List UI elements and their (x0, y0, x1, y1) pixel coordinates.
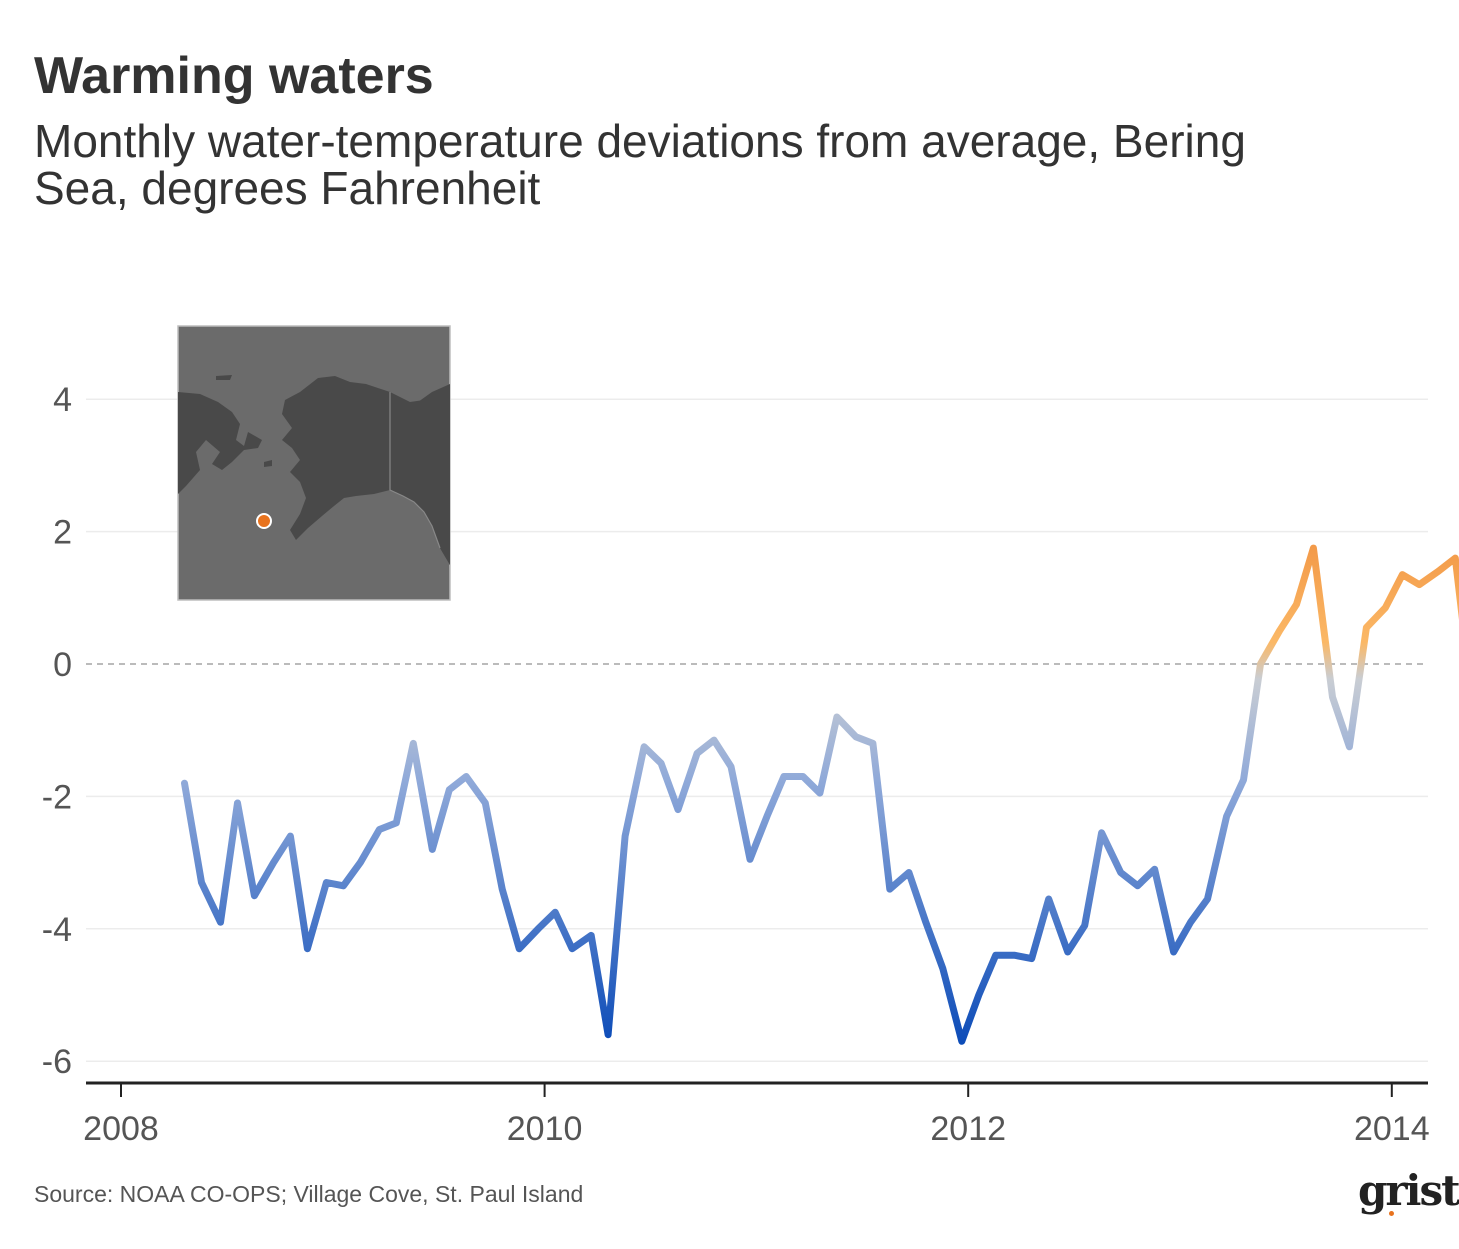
data-point (287, 833, 293, 839)
st-paul-island-marker (256, 513, 272, 529)
data-point (1082, 923, 1088, 929)
data-point (1435, 568, 1441, 574)
data-point (675, 807, 681, 813)
island-st-lawrence (216, 375, 232, 380)
data-point (1152, 866, 1158, 872)
y-tick-label: 4 (53, 381, 72, 419)
data-point (199, 880, 205, 886)
data-point (1224, 813, 1230, 819)
data-point (817, 790, 823, 796)
data-point (1277, 628, 1283, 634)
data-point (1330, 694, 1336, 700)
data-point (747, 856, 753, 862)
data-point (694, 750, 700, 756)
data-point (976, 992, 982, 998)
data-point (340, 883, 346, 889)
chart-title: Warming waters (34, 47, 434, 105)
data-point (993, 952, 999, 958)
data-point (376, 827, 382, 833)
data-point (446, 787, 452, 793)
x-tick-label: 2014 (1354, 1110, 1430, 1148)
data-point (1171, 949, 1177, 955)
data-point (463, 774, 469, 780)
x-tick-label: 2012 (930, 1110, 1006, 1148)
inset-map (177, 325, 451, 601)
data-point (1416, 582, 1422, 588)
data-point (887, 886, 893, 892)
data-point (800, 774, 806, 780)
data-point (516, 946, 522, 952)
temperature-deviation-line (181, 544, 1459, 1045)
data-point (323, 880, 329, 886)
logo-dot-icon (1389, 1211, 1394, 1216)
data-point (1399, 572, 1405, 578)
data-point (482, 800, 488, 806)
data-point (429, 846, 435, 852)
chart-subtitle: Monthly water-temperature deviations fro… (34, 115, 1246, 214)
data-point (641, 744, 647, 750)
data-point (271, 860, 277, 866)
source-note: Source: NOAA CO-OPS; Village Cove, St. P… (34, 1181, 584, 1207)
canada-landmass (390, 384, 450, 565)
data-point (1099, 830, 1105, 836)
data-point (588, 932, 594, 938)
grist-logo: grist (1358, 1166, 1459, 1215)
data-point (853, 734, 859, 740)
data-point (182, 780, 188, 786)
data-point (1135, 883, 1141, 889)
y-tick-label: 2 (53, 514, 72, 552)
data-point (622, 833, 628, 839)
data-point (552, 909, 558, 915)
data-point (499, 886, 505, 892)
data-point (393, 820, 399, 826)
data-point (658, 760, 664, 766)
data-point (834, 714, 840, 720)
data-point (906, 870, 912, 876)
data-point (304, 946, 310, 952)
y-tick-label: -4 (42, 911, 72, 949)
data-point (1241, 777, 1247, 783)
data-point (357, 860, 363, 866)
island-nunivak (264, 460, 272, 467)
data-point (923, 919, 929, 925)
data-point (1205, 896, 1211, 902)
data-point (711, 737, 717, 743)
data-point (940, 966, 946, 972)
data-point (251, 893, 257, 899)
x-tick-label: 2010 (507, 1110, 583, 1148)
x-axis: 2008201020122014201620182020 (83, 1081, 1430, 1148)
data-point (605, 1032, 611, 1038)
data-point (870, 740, 876, 746)
data-point (1294, 601, 1300, 607)
data-point (764, 813, 770, 819)
data-point (728, 764, 734, 770)
data-point (1452, 555, 1458, 561)
data-point (1029, 956, 1035, 962)
data-point (1363, 625, 1369, 631)
data-point (1310, 545, 1316, 551)
y-tick-label: 0 (53, 646, 72, 684)
siberia-landmass (178, 392, 262, 494)
alaska-canada-border (389, 392, 441, 549)
data-point (959, 1038, 965, 1044)
data-point (218, 919, 224, 925)
data-point (1188, 919, 1194, 925)
data-point (569, 946, 575, 952)
data-point (410, 740, 416, 746)
data-point (1346, 744, 1352, 750)
data-point (235, 800, 241, 806)
y-tick-label: -6 (42, 1043, 72, 1081)
y-tick-label: -2 (42, 778, 72, 816)
data-point (1118, 870, 1124, 876)
data-point (1065, 949, 1071, 955)
data-point (1012, 952, 1018, 958)
y-axis-ticks: 4 2 0 -2 -4 -6 (42, 381, 72, 1081)
data-point (1258, 661, 1264, 667)
data-point (1382, 605, 1388, 611)
data-point (535, 926, 541, 932)
x-tick-label: 2008 (83, 1110, 159, 1148)
data-point (1046, 896, 1052, 902)
data-point (781, 774, 787, 780)
